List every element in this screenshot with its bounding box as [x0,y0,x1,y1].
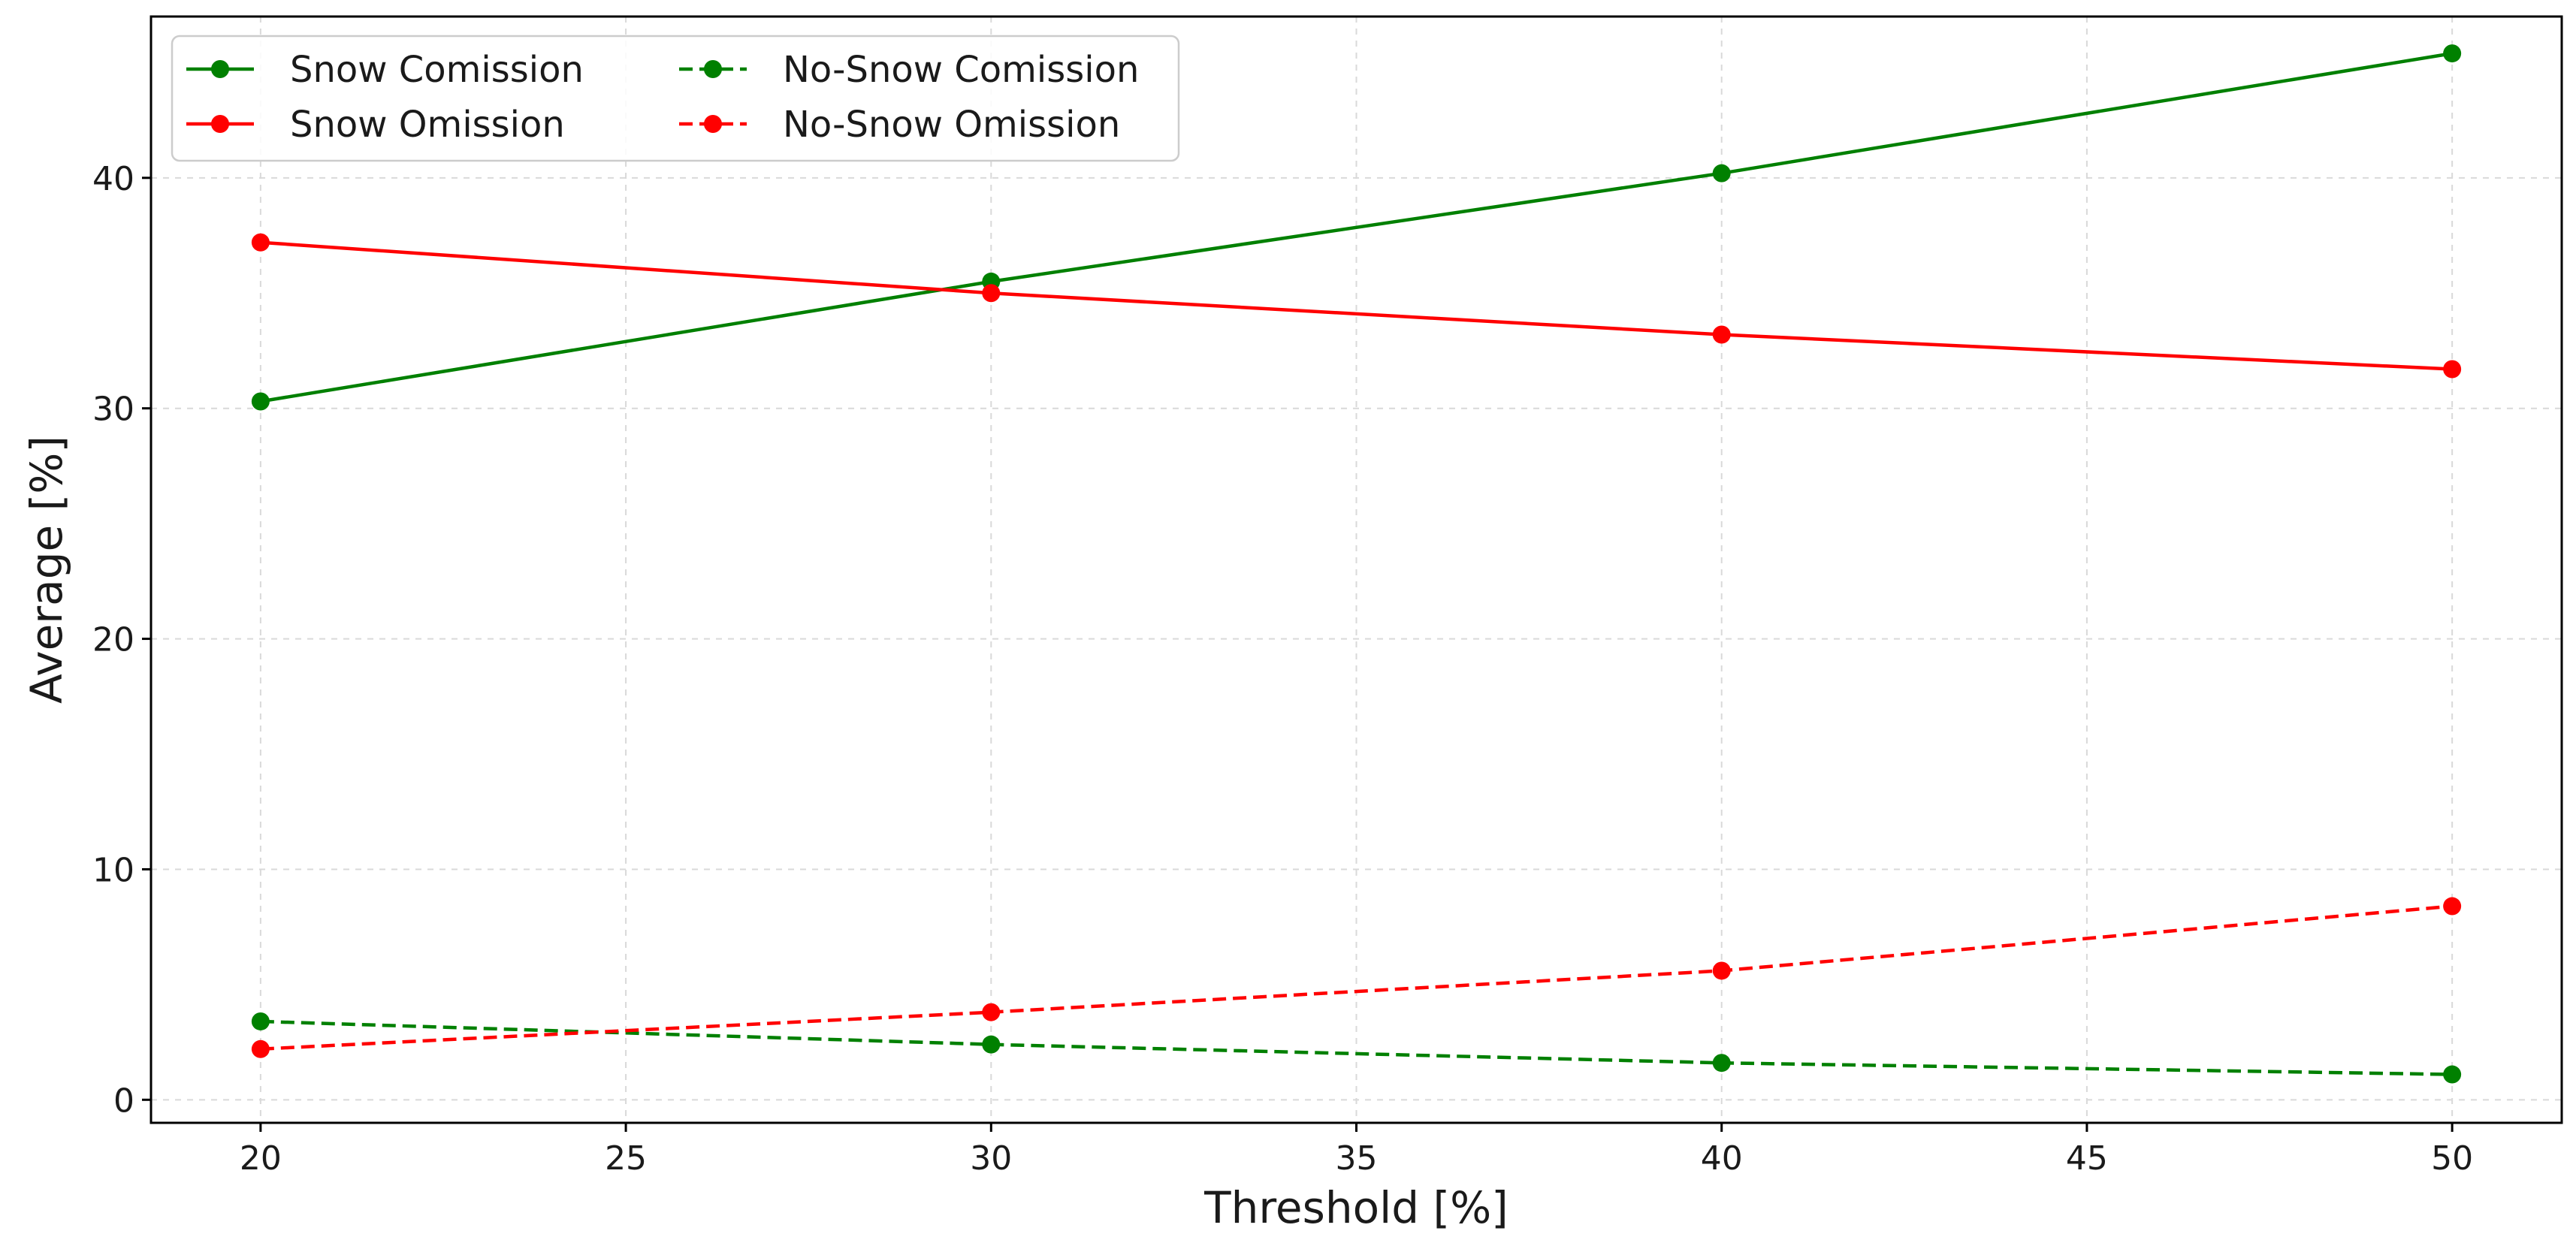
legend: Snow Comission Snow Omission No-Snow Comis… [171,35,1180,162]
data-point [2443,44,2462,63]
y-tick-label: 20 [92,621,134,659]
data-point [1712,164,1731,183]
data-point [982,284,1001,303]
legend-label: Snow Comission [290,49,584,91]
y-tick-label: 30 [92,391,134,429]
x-tick-label: 45 [2066,1139,2108,1178]
data-point [251,1012,270,1030]
series-no-snow-omission [251,897,2462,1058]
legend-entry: No-Snow Comission [679,49,1139,91]
x-tick-label: 35 [1336,1139,1378,1178]
series-snow-omission [251,233,2462,379]
data-point [251,1039,270,1058]
data-point [251,233,270,252]
grid [151,17,2562,1123]
legend-entry: Snow Comission [186,49,584,91]
legend-box [171,35,1180,162]
data-point [982,1003,1001,1021]
x-axis-title: Threshold [%] [1203,1182,1508,1233]
y-tick-label: 0 [113,1082,134,1120]
y-tick-label: 10 [92,851,134,889]
data-point [2443,897,2462,916]
y-tick-label: 40 [92,160,134,198]
legend-marker [211,60,229,78]
data-point [982,1035,1001,1054]
data-point [2443,360,2462,379]
legend-marker [704,60,722,78]
x-tick-label: 20 [240,1139,282,1178]
legend-marker [211,115,229,133]
series-no-snow-comission [251,1012,2462,1084]
x-tick-label: 30 [970,1139,1012,1178]
x-tick-label: 25 [605,1139,647,1178]
data-point [251,392,270,411]
series-line [260,51,2453,403]
series-layer [251,44,2462,1084]
series-line [260,240,2453,371]
data-point [1712,325,1731,344]
legend-marker [704,115,722,133]
x-tick-label: 50 [2431,1139,2473,1178]
legend-entry: No-Snow Omission [679,104,1120,146]
legend-label: No-Snow Comission [783,49,1139,91]
data-point [1712,1054,1731,1073]
legend-entry: Snow Omission [186,104,565,146]
series-line [260,1019,2453,1076]
data-point [2443,1065,2462,1084]
series-line [260,904,2453,1051]
legend-label: No-Snow Omission [783,104,1120,146]
axis-ticks: 20 25 30 35 40 45 50 0 10 20 30 40 [92,160,2473,1178]
x-tick-label: 40 [1701,1139,1743,1178]
y-axis-title: Average [%] [21,436,72,704]
legend-label: Snow Omission [290,104,565,146]
data-point [1712,961,1731,980]
